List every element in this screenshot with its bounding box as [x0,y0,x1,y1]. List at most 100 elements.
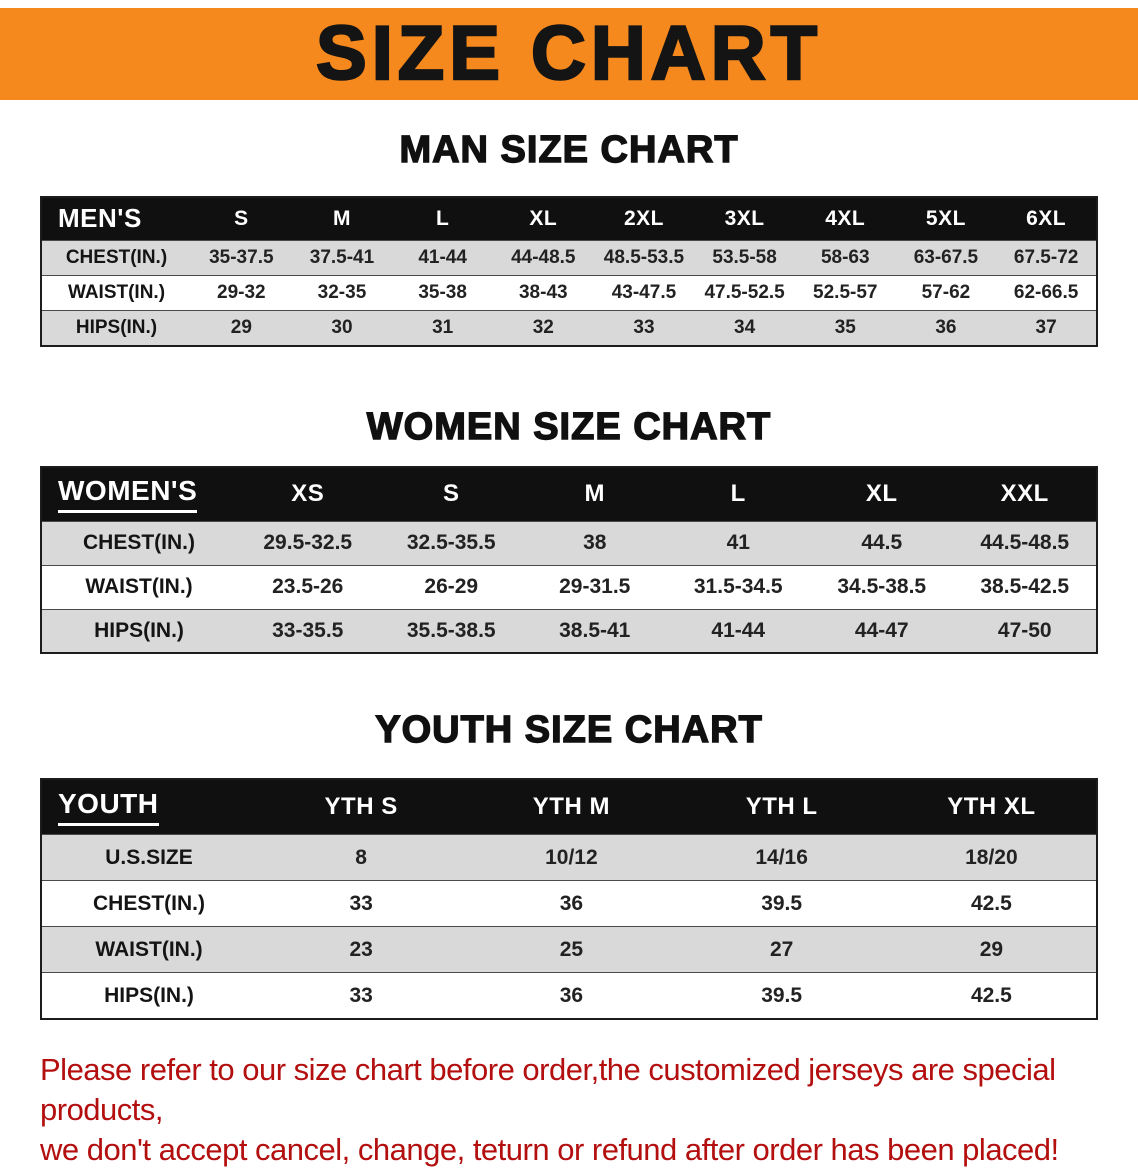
size-value-cell: 36 [559,983,584,1007]
size-header-cell: YTH M [532,793,610,821]
size-value-cell: 33 [349,983,373,1007]
size-value-cell: 25 [559,937,584,961]
row-label-cell: HIPS(IN.) [75,316,158,338]
size-value-cell: 18/20 [965,845,1018,869]
women-section-heading: WOMEN SIZE CHART [366,405,772,448]
size-header-cell: 4XL [825,206,866,230]
size-value-cell: 29-31.5 [559,575,631,599]
size-value-cell: 36 [935,316,957,338]
table-title-label: YOUTH [58,788,159,827]
size-value-cell: 41-44 [711,618,766,642]
size-value-cell: 34.5-38.5 [837,575,927,599]
row-label-cell: HIPS(IN.) [104,983,194,1007]
measurement-row: HIPS(IN.) 29 30 31 32 33 34 35 36 37 [41,310,1097,346]
table-title-cell: YOUTH [41,779,256,835]
size-value-cell: 44.5 [861,531,903,555]
banner-title: SIZE CHART [315,11,822,96]
size-value-cell: 39.5 [761,891,803,915]
size-value-cell: 32-35 [317,282,367,304]
banner: SIZE CHART [0,8,1138,100]
size-value-cell: 30 [331,316,353,338]
size-value-cell: 38 [583,531,607,555]
size-header-cell: 2XL [623,206,664,230]
measurement-row: HIPS(IN.) 33 36 39.5 42.5 [41,972,1097,1019]
size-value-cell: 42.5 [970,891,1012,915]
size-header-cell: XL [529,206,558,230]
size-chart-page: SIZE CHART MAN SIZE CHART MEN'S S M L XL 2XL 3… [0,8,1138,1167]
size-header-cell: S [442,480,460,508]
size-value-cell: 29-32 [217,282,266,304]
size-value-cell: 32.5-35.5 [406,531,496,555]
size-value-cell: 26-29 [424,575,479,599]
row-label-cell: CHEST(IN.) [65,247,168,269]
size-value-cell: 63-67.5 [913,247,979,269]
size-value-cell: 33 [349,891,373,915]
size-value-cell: 31 [432,316,454,338]
size-header-cell: M [332,206,351,230]
measurement-row: CHEST(IN.) 33 36 39.5 42.5 [41,880,1097,927]
size-header-cell: 6XL [1026,206,1067,230]
size-value-cell: 33 [633,316,655,338]
size-value-cell: 39.5 [761,983,803,1007]
size-value-cell: 8 [355,845,367,869]
charts-area: MAN SIZE CHART MEN'S S M L XL 2XL 3XL 4XL 5XL 6XL… [0,128,1138,1020]
size-value-cell: 44-48.5 [511,247,576,269]
notice-line-1: Please refer to our size chart before or… [40,1051,1056,1127]
size-value-cell: 58-63 [820,247,870,269]
size-value-cell: 44.5-48.5 [980,531,1070,555]
size-value-cell: 23 [349,937,373,961]
men-size-section: MAN SIZE CHART MEN'S S M L XL 2XL 3XL 4XL 5XL 6XL… [0,128,1138,347]
table-title-cell: WOMEN'S [41,467,236,521]
size-value-cell: 38.5-42.5 [980,575,1070,599]
men-section-heading: MAN SIZE CHART [399,128,739,171]
size-value-cell: 47-50 [997,618,1052,642]
size-header-cell: YTH XL [947,793,1036,821]
row-label-cell: HIPS(IN.) [94,618,184,642]
size-value-cell: 29.5-32.5 [263,531,353,555]
size-value-cell: 35-37.5 [209,247,274,269]
size-header-cell: L [730,480,746,508]
size-value-cell: 29 [230,316,252,338]
size-header-cell: YTH L [745,793,818,821]
size-header-cell: 5XL [925,206,966,230]
size-value-cell: 53.5-58 [712,247,777,269]
measurement-row: CHEST(IN.) 35-37.5 37.5-41 41-44 44-48.5 48.5… [41,240,1097,276]
women-size-table: WOMEN'S XS S M L XL XXL CHEST(IN.) 29.5-32.5 32.5… [40,466,1098,655]
size-value-cell: 38-43 [518,282,568,304]
measurement-row: WAIST(IN.) 23 25 27 29 [41,926,1097,973]
measurement-row: CHEST(IN.) 29.5-32.5 32.5-35.5 38 41 44.5 44.5… [41,521,1097,566]
notice-line-2: we don't accept cancel, change, teturn o… [40,1131,1059,1167]
youth-size-table: YOUTH YTH S YTH M YTH L YTH XL U.S.SIZE 8 10/12… [40,777,1098,1020]
youth-size-section: YOUTH SIZE CHART YOUTH YTH S YTH M YTH L YTH… [0,708,1138,1020]
size-value-cell: 23.5-26 [272,575,344,599]
measurement-row: WAIST(IN.) 29-32 32-35 35-38 38-43 43-47.5 47.… [41,275,1097,311]
row-label-cell: CHEST(IN.) [83,531,195,555]
size-value-cell: 41 [726,531,750,555]
size-header-row: YOUTH YTH S YTH M YTH L YTH XL [41,778,1097,835]
size-header-cell: 3XL [724,206,765,230]
size-header-cell: XXL [1000,480,1049,508]
size-value-cell: 37.5-41 [309,247,375,269]
size-value-cell: 37 [1035,316,1057,338]
size-value-cell: 33-35.5 [272,618,344,642]
row-label-cell: WAIST(IN.) [95,937,203,961]
measurement-row: U.S.SIZE 8 10/12 14/16 18/20 [41,834,1097,881]
size-value-cell: 52.5-57 [813,282,878,304]
size-header-cell: XS [291,480,325,508]
table-title-label: WOMEN'S [58,475,198,514]
footer-notice: Please refer to our size chart before or… [40,1050,1110,1170]
size-value-cell: 44-47 [854,618,909,642]
size-value-cell: 31.5-34.5 [693,575,783,599]
women-size-section: WOMEN SIZE CHART WOMEN'S XS S M L XL XXL CHEST(… [0,405,1138,655]
row-label-cell: CHEST(IN.) [93,891,205,915]
size-value-cell: 27 [769,937,794,961]
row-label-cell: U.S.SIZE [105,845,193,869]
measurement-row: WAIST(IN.) 23.5-26 26-29 29-31.5 31.5-34.5 34… [41,565,1097,610]
size-value-cell: 14/16 [755,845,808,869]
size-value-cell: 67.5-72 [1013,247,1079,269]
size-value-cell: 35-38 [418,282,467,304]
size-header-row: MEN'S S M L XL 2XL 3XL 4XL 5XL 6XL [41,196,1097,241]
size-value-cell: 10/12 [545,845,598,869]
size-value-cell: 38.5-41 [559,618,631,642]
size-value-cell: 32 [532,316,554,338]
